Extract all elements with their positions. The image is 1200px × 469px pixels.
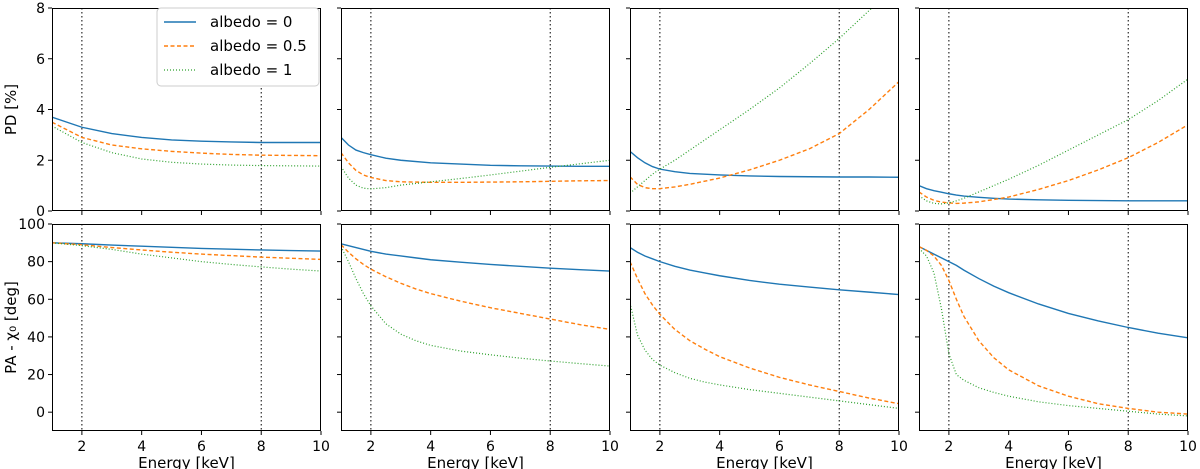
series-line-albedo-0-5: [52, 121, 321, 157]
x-tick-label: 8: [257, 439, 266, 455]
series-line-albedo-0: [341, 136, 610, 168]
x-tick-label: 8: [546, 439, 555, 455]
x-tick-label: 4: [137, 439, 146, 455]
x-tick-label: 2: [655, 439, 664, 455]
panel-frame: [341, 224, 610, 431]
x-tick-label: 10: [601, 439, 619, 455]
series-line-albedo-1: [341, 246, 610, 367]
x-axis-label: Energy [keV]: [138, 454, 235, 469]
panel-r2-c3: 2 4 6 8 10 Energy [keV]: [626, 223, 908, 469]
series-line-albedo-0-5: [919, 124, 1188, 205]
panel-r1-c2: [337, 7, 611, 215]
x-tick-label: 10: [1179, 439, 1197, 455]
legend-label: albedo = 1: [210, 61, 292, 79]
series-line-albedo-0: [919, 184, 1188, 202]
series-line-albedo-0: [52, 116, 321, 144]
legend-box: [156, 7, 320, 87]
panel-r2-c2: 2 4 6 8 10 Energy [keV]: [337, 223, 619, 469]
series-line-albedo-1: [630, 302, 899, 410]
series-line-albedo-0-5: [341, 244, 610, 331]
series-line-albedo-0: [630, 150, 899, 178]
x-tick-label: 4: [715, 439, 724, 455]
x-axis-label: Energy [keV]: [716, 454, 813, 469]
y-tick-label: 2: [36, 153, 45, 169]
y-tick-label: 80: [27, 255, 45, 271]
x-axis-label: Energy [keV]: [1005, 454, 1102, 469]
panel-r1-c1: 0 2 4 6 8: [36, 1, 322, 220]
panel-r1-c4: [915, 7, 1189, 215]
y-axis-label: PA - χ₀ [deg]: [2, 281, 20, 374]
legend-label: albedo = 0: [210, 13, 292, 31]
y-tick-label: 60: [27, 292, 45, 308]
x-tick-label: 8: [835, 439, 844, 455]
y-tick-label: 0: [36, 405, 45, 421]
series-line-albedo-1: [52, 242, 321, 272]
y-tick-label: 4: [36, 103, 45, 119]
panel-frame: [919, 8, 1188, 211]
x-tick-label: 6: [197, 439, 206, 455]
legend-label: albedo = 0.5: [210, 37, 307, 55]
panel-frame: [341, 8, 610, 211]
y-tick-label: 0: [36, 204, 45, 220]
x-tick-label: 6: [486, 439, 495, 455]
legend: albedo = 0 albedo = 0.5 albedo = 1: [156, 7, 320, 87]
y-axis-label: PD [%]: [2, 84, 20, 135]
series-line-albedo-0-5: [919, 245, 1188, 415]
x-tick-label: 4: [1004, 439, 1013, 455]
x-tick-label: 10: [890, 439, 908, 455]
series-line-albedo-1: [919, 248, 1188, 417]
panel-frame: [630, 224, 899, 431]
series-line-albedo-0: [52, 242, 321, 252]
y-tick-label: 40: [27, 330, 45, 346]
series-line-albedo-1: [341, 159, 610, 190]
series-line-albedo-0-5: [630, 261, 899, 405]
series-line-albedo-1: [52, 125, 321, 167]
panel-frame: [630, 8, 899, 211]
x-tick-label: 8: [1124, 439, 1133, 455]
series-line-albedo-1: [919, 78, 1188, 205]
panel-r1-c3: [626, 7, 900, 215]
series-line-albedo-0-5: [630, 81, 899, 190]
panel-frame: [52, 224, 321, 431]
y-tick-label: 100: [18, 217, 45, 233]
series-line-albedo-0: [630, 246, 899, 296]
x-tick-label: 6: [775, 439, 784, 455]
x-tick-label: 2: [77, 439, 86, 455]
series-line-albedo-0-5: [341, 152, 610, 184]
panel-frame: [919, 224, 1188, 431]
series-line-albedo-1: [630, 8, 873, 194]
x-tick-label: 2: [366, 439, 375, 455]
y-tick-label: 6: [36, 52, 45, 68]
y-tick-label: 20: [27, 368, 45, 384]
series-line-albedo-0: [341, 243, 610, 272]
x-tick-label: 10: [312, 439, 330, 455]
panel-r2-c4: 2 4 6 8 10 Energy [keV]: [915, 223, 1197, 469]
x-tick-label: 4: [426, 439, 435, 455]
x-axis-label: Energy [keV]: [427, 454, 524, 469]
series-line-albedo-0-5: [52, 242, 321, 261]
y-tick-label: 8: [36, 1, 45, 17]
series-line-albedo-0: [919, 245, 1188, 339]
x-tick-label: 2: [944, 439, 953, 455]
x-tick-label: 6: [1064, 439, 1073, 455]
